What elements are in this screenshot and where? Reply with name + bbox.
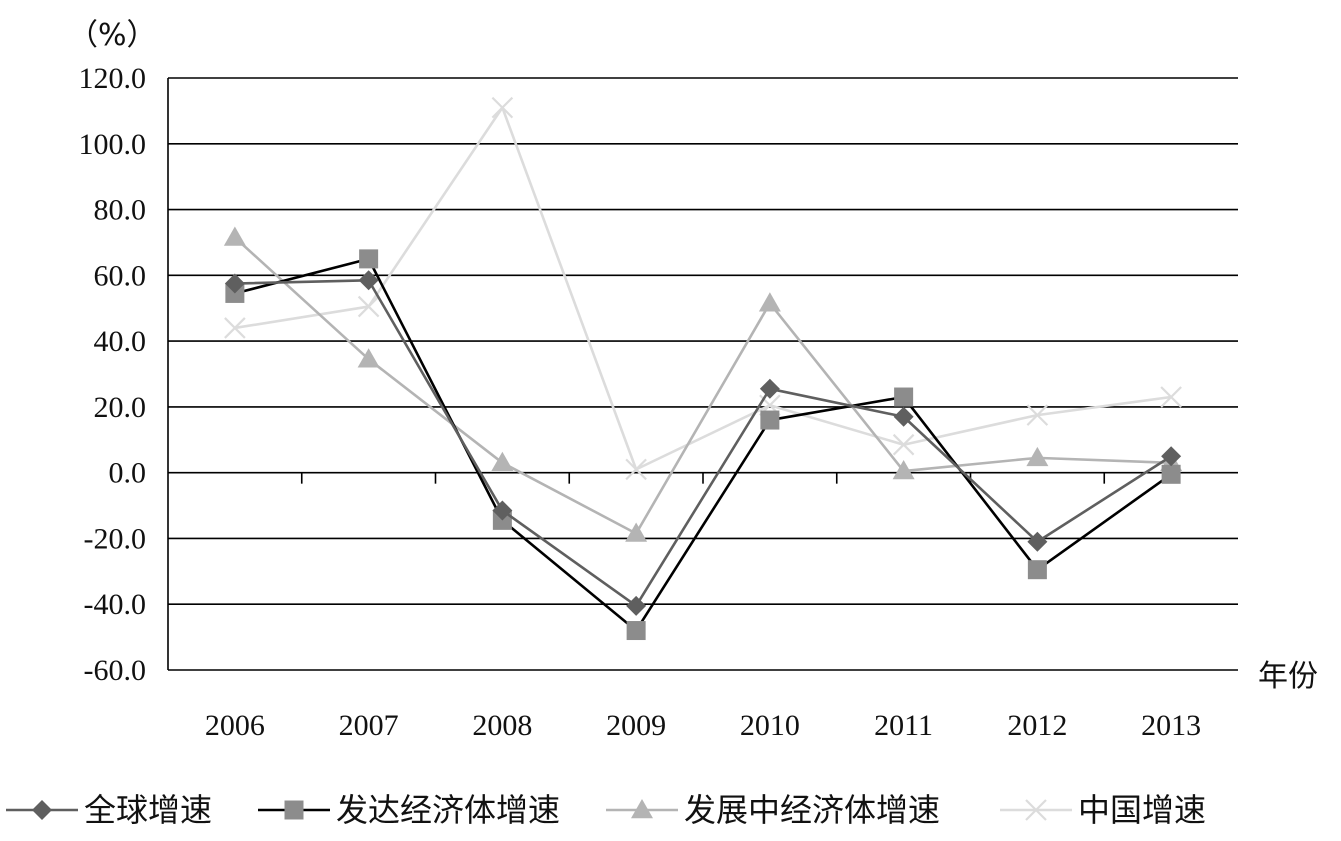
legend-label: 发达经济体增速 <box>336 791 560 829</box>
legend-marker <box>32 800 52 820</box>
x-tick-label: 2012 <box>1007 709 1067 742</box>
data-point <box>492 500 513 521</box>
series-3 <box>224 96 1182 481</box>
data-point <box>224 317 246 339</box>
data-point <box>760 410 780 430</box>
y-tick-label: 100.0 <box>79 128 147 161</box>
data-point <box>1161 464 1181 484</box>
series-line <box>234 236 1172 535</box>
data-point <box>1161 446 1182 467</box>
series-line <box>234 278 1172 608</box>
data-point <box>892 460 915 480</box>
x-tick-label: 2007 <box>339 709 399 742</box>
series-line <box>234 106 1172 471</box>
x-tick-label: 2009 <box>606 709 666 742</box>
legend-item: 发达经济体增速 <box>258 791 560 829</box>
y-axis-label: （%） <box>68 18 157 53</box>
y-tick-label: 0.0 <box>109 457 147 490</box>
x-tick-label: 2011 <box>874 709 933 742</box>
data-point <box>1160 386 1182 408</box>
data-point <box>892 433 915 456</box>
data-point <box>491 451 514 472</box>
data-point <box>894 387 914 407</box>
legend-marker <box>284 800 304 820</box>
y-tick-label: -40.0 <box>84 588 147 621</box>
axes: -60.0 -40.0 -20.0 0.0 20.0 40.0 60.0 80.0 100.0 1… <box>79 62 1202 742</box>
y-tick-label: 60.0 <box>94 259 147 292</box>
x-tick-label: 2010 <box>740 709 800 742</box>
legend-item: 中国增速 <box>1000 791 1206 829</box>
legend-label: 中国增速 <box>1078 791 1206 829</box>
legend-label: 发展中经济体增速 <box>684 791 940 829</box>
y-tick-label: -20.0 <box>84 522 147 555</box>
x-tick-label: 2006 <box>205 709 265 742</box>
data-point <box>1027 560 1047 580</box>
data-point <box>358 270 379 291</box>
data-point <box>1026 446 1049 467</box>
data-point <box>759 378 780 399</box>
data-point <box>625 458 647 481</box>
data-point <box>359 249 379 269</box>
legend-item: 全球增速 <box>6 791 212 829</box>
data-point <box>224 273 245 294</box>
y-tick-label: -60.0 <box>84 654 147 687</box>
x-tick-label: 2013 <box>1141 709 1201 742</box>
data-point <box>626 595 647 616</box>
x-axis-label: 年份 <box>1258 659 1318 694</box>
legend-marker <box>1025 799 1047 821</box>
data-point <box>626 621 646 641</box>
series-line <box>234 257 1172 632</box>
data-point <box>357 348 380 368</box>
data-point <box>625 522 648 542</box>
series-group <box>223 96 1183 641</box>
legend-marker <box>631 799 653 819</box>
y-tick-label: 80.0 <box>94 194 147 227</box>
series-2 <box>223 226 1183 542</box>
y-tick-label: 120.0 <box>79 62 147 95</box>
y-tick-label: 40.0 <box>94 325 147 358</box>
series-0 <box>224 270 1182 616</box>
data-point <box>1026 404 1049 426</box>
data-point <box>357 295 380 318</box>
gridlines <box>168 77 1238 671</box>
data-point <box>491 96 514 119</box>
data-point <box>1027 531 1048 552</box>
y-tick-label: 20.0 <box>94 391 147 424</box>
legend: 全球增速 发达经济体增速 发展中经济体增速 中国增速 <box>6 791 1206 829</box>
data-point <box>758 292 781 312</box>
data-point <box>893 406 914 427</box>
legend-item: 发展中经济体增速 <box>606 791 940 829</box>
data-point <box>223 226 246 246</box>
x-tick-label: 2008 <box>472 709 532 742</box>
legend-label: 全球增速 <box>84 791 212 829</box>
